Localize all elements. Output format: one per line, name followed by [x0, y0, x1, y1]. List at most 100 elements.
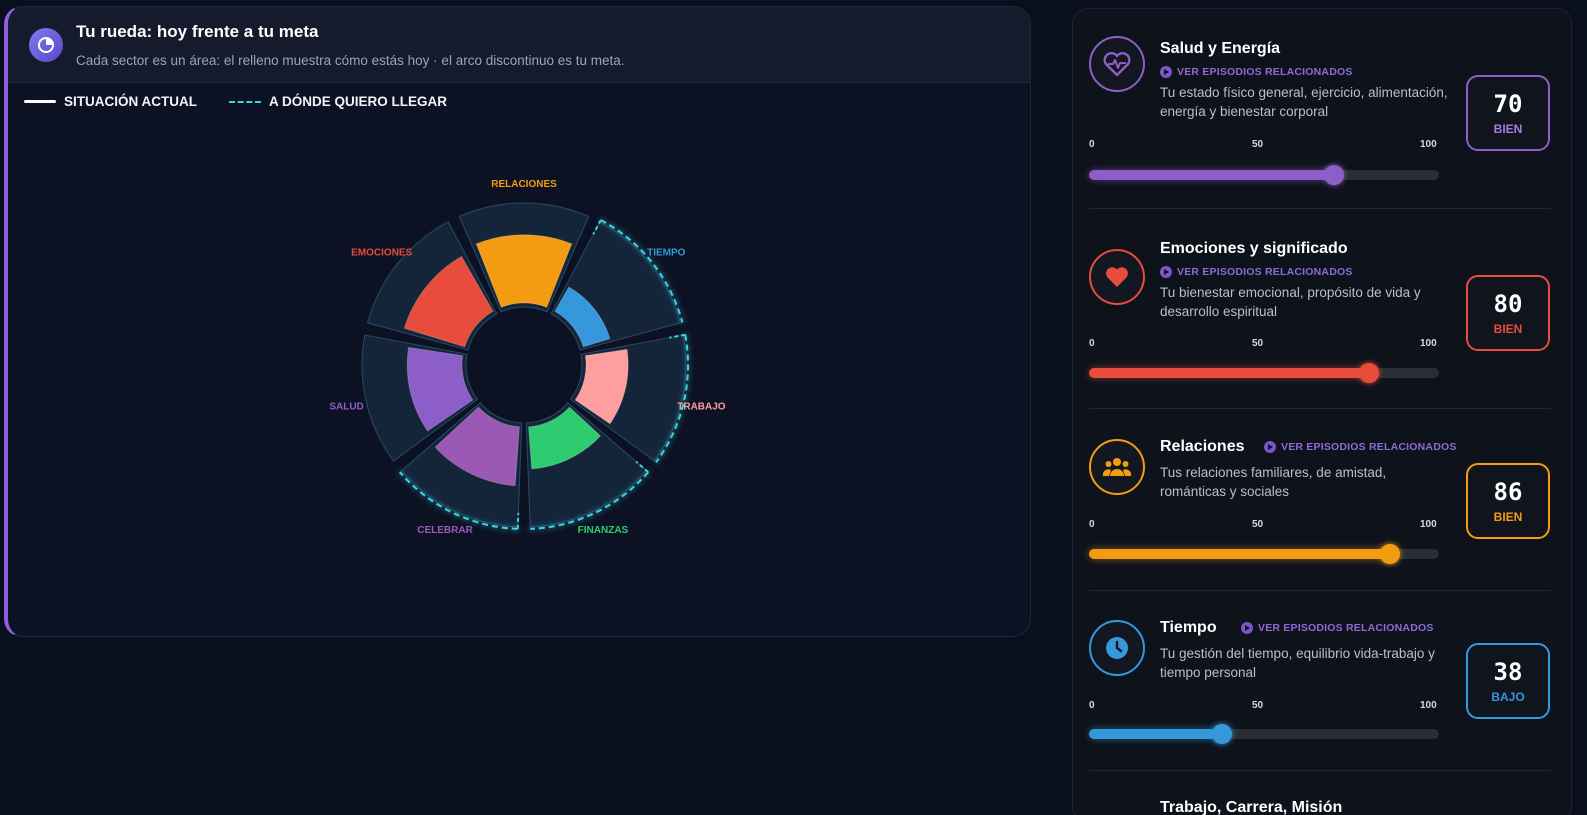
goal-edge-finanzas	[635, 460, 649, 473]
score-status: BAJO	[1491, 690, 1525, 704]
tick-min: 0	[1089, 519, 1095, 530]
people-icon	[1089, 439, 1145, 495]
life-wheel-chart: EMOCIONES RELACIONES TIEMPO TRABAJO FINANZAS…	[329, 179, 726, 536]
tick-mid: 50	[1252, 519, 1264, 530]
score-badge: 70 BIEN	[1466, 75, 1550, 151]
scale-ticks: 0 50 100	[1089, 519, 1439, 533]
area-description: Tu estado físico general, ejercicio, ali…	[1160, 85, 1448, 119]
area-card-tiempo: Tiempo VER EPISODIOS RELACIONADOS Tu ges…	[1089, 591, 1551, 771]
sector-value-salud[interactable]	[406, 346, 474, 432]
play-icon	[1160, 266, 1172, 278]
legend-label-goal: A DÓNDE QUIERO LLEGAR	[269, 94, 448, 109]
area-name: Relaciones	[1160, 438, 1245, 455]
score-value: 80	[1493, 290, 1523, 318]
score-badge: 80 BIEN	[1466, 275, 1550, 351]
areas-panel: Salud y Energía VER EPISODIOS RELACIONAD…	[1072, 8, 1572, 815]
scale-ticks: 0 50 100	[1089, 338, 1439, 352]
episodes-link[interactable]: VER EPISODIOS RELACIONADOS	[1160, 266, 1353, 278]
area-card-relaciones: Relaciones VER EPISODIOS RELACIONADOS Tu…	[1089, 409, 1551, 591]
pie-chart-icon	[29, 28, 63, 62]
score-badge: 38 BAJO	[1466, 643, 1550, 719]
score-status: BIEN	[1493, 510, 1523, 524]
score-slider[interactable]	[1089, 544, 1439, 564]
goal-edge-trabajo	[669, 333, 686, 339]
score-status: BIEN	[1493, 322, 1523, 336]
score-value: 86	[1493, 478, 1523, 506]
score-badge: 86 BIEN	[1466, 463, 1550, 539]
slider-thumb[interactable]	[1212, 724, 1232, 744]
area-card-trabajo: Trabajo, Carrera, Misión	[1089, 771, 1551, 815]
play-icon	[1241, 622, 1253, 634]
goal-arc-trabajo	[655, 334, 689, 463]
score-status: BIEN	[1493, 122, 1523, 136]
sector-label-relaciones: RELACIONES	[491, 179, 557, 190]
episodes-link-label: VER EPISODIOS RELACIONADOS	[1177, 66, 1353, 78]
episodes-link[interactable]: VER EPISODIOS RELACIONADOS	[1241, 622, 1434, 634]
sector-label-salud: SALUD	[329, 401, 363, 412]
episodes-link-label: VER EPISODIOS RELACIONADOS	[1258, 622, 1434, 634]
legend-swatch-solid	[24, 100, 56, 103]
wheel-title: Tu rueda: hoy frente a tu meta	[76, 22, 319, 41]
score-value: 70	[1493, 90, 1523, 118]
play-icon	[1264, 441, 1276, 453]
scale-ticks: 0 50 100	[1089, 139, 1439, 153]
slider-thumb[interactable]	[1324, 165, 1344, 185]
area-description: Tu bienestar emocional, propósito de vid…	[1160, 285, 1421, 319]
area-name: Emociones y significado	[1160, 240, 1348, 257]
episodes-link[interactable]: VER EPISODIOS RELACIONADOS	[1160, 66, 1353, 78]
episodes-link[interactable]: VER EPISODIOS RELACIONADOS	[1264, 441, 1457, 453]
goal-arc-tiempo	[600, 219, 684, 323]
tick-max: 100	[1420, 700, 1437, 711]
sector-value-trabajo[interactable]	[574, 348, 629, 425]
wheel-panel: Tu rueda: hoy frente a tu meta Cada sect…	[4, 6, 1031, 637]
heart-icon	[1089, 249, 1145, 305]
tick-mid: 50	[1252, 338, 1264, 349]
sector-label-trabajo: TRABAJO	[677, 401, 726, 412]
wheel-header: Tu rueda: hoy frente a tu meta Cada sect…	[8, 7, 1030, 83]
tick-min: 0	[1089, 338, 1095, 349]
sector-label-finanzas: FINANZAS	[578, 525, 629, 536]
tick-mid: 50	[1252, 139, 1264, 150]
score-slider[interactable]	[1089, 724, 1439, 744]
area-name: Trabajo, Carrera, Misión	[1160, 799, 1343, 815]
area-card-emociones: Emociones y significado VER EPISODIOS RE…	[1089, 209, 1551, 409]
tick-max: 100	[1420, 139, 1437, 150]
sector-value-relaciones[interactable]	[475, 234, 573, 308]
tick-min: 0	[1089, 700, 1095, 711]
legend-item-current: SITUACIÓN ACTUAL	[24, 94, 197, 109]
goal-arc-celebrar	[399, 471, 518, 530]
sector-value-finanzas[interactable]	[528, 406, 602, 470]
goal-arc-finanzas	[530, 471, 649, 530]
tick-max: 100	[1420, 519, 1437, 530]
sector-value-emociones[interactable]	[403, 255, 494, 348]
goal-edge-celebrar	[516, 512, 520, 529]
sector-label-tiempo: TIEMPO	[647, 248, 686, 259]
area-name: Salud y Energía	[1160, 40, 1281, 57]
scale-ticks: 0 50 100	[1089, 700, 1439, 714]
area-name: Tiempo	[1160, 619, 1217, 636]
episodes-link-label: VER EPISODIOS RELACIONADOS	[1177, 266, 1353, 278]
goal-edge-tiempo	[592, 219, 602, 235]
slider-fill	[1089, 368, 1369, 378]
score-value: 38	[1493, 658, 1523, 686]
score-slider[interactable]	[1089, 165, 1439, 185]
sector-label-emociones: EMOCIONES	[351, 248, 412, 259]
sector-value-celebrar[interactable]	[434, 406, 520, 487]
clock-icon	[1089, 620, 1145, 676]
legend-label-current: SITUACIÓN ACTUAL	[64, 94, 197, 109]
legend-swatch-dashed	[229, 100, 261, 103]
wheel-subtitle: Cada sector es un área: el relleno muest…	[76, 53, 625, 68]
heart-pulse-icon	[1089, 36, 1145, 92]
tick-mid: 50	[1252, 700, 1264, 711]
slider-fill	[1089, 729, 1222, 739]
tick-max: 100	[1420, 338, 1437, 349]
slider-thumb[interactable]	[1380, 544, 1400, 564]
tick-min: 0	[1089, 139, 1095, 150]
score-slider[interactable]	[1089, 363, 1439, 383]
slider-thumb[interactable]	[1359, 363, 1379, 383]
sector-value-tiempo[interactable]	[554, 286, 611, 348]
legend-item-goal: A DÓNDE QUIERO LLEGAR	[229, 94, 447, 109]
area-card-salud: Salud y Energía VER EPISODIOS RELACIONAD…	[1089, 9, 1551, 209]
slider-fill	[1089, 549, 1390, 559]
play-icon	[1160, 66, 1172, 78]
